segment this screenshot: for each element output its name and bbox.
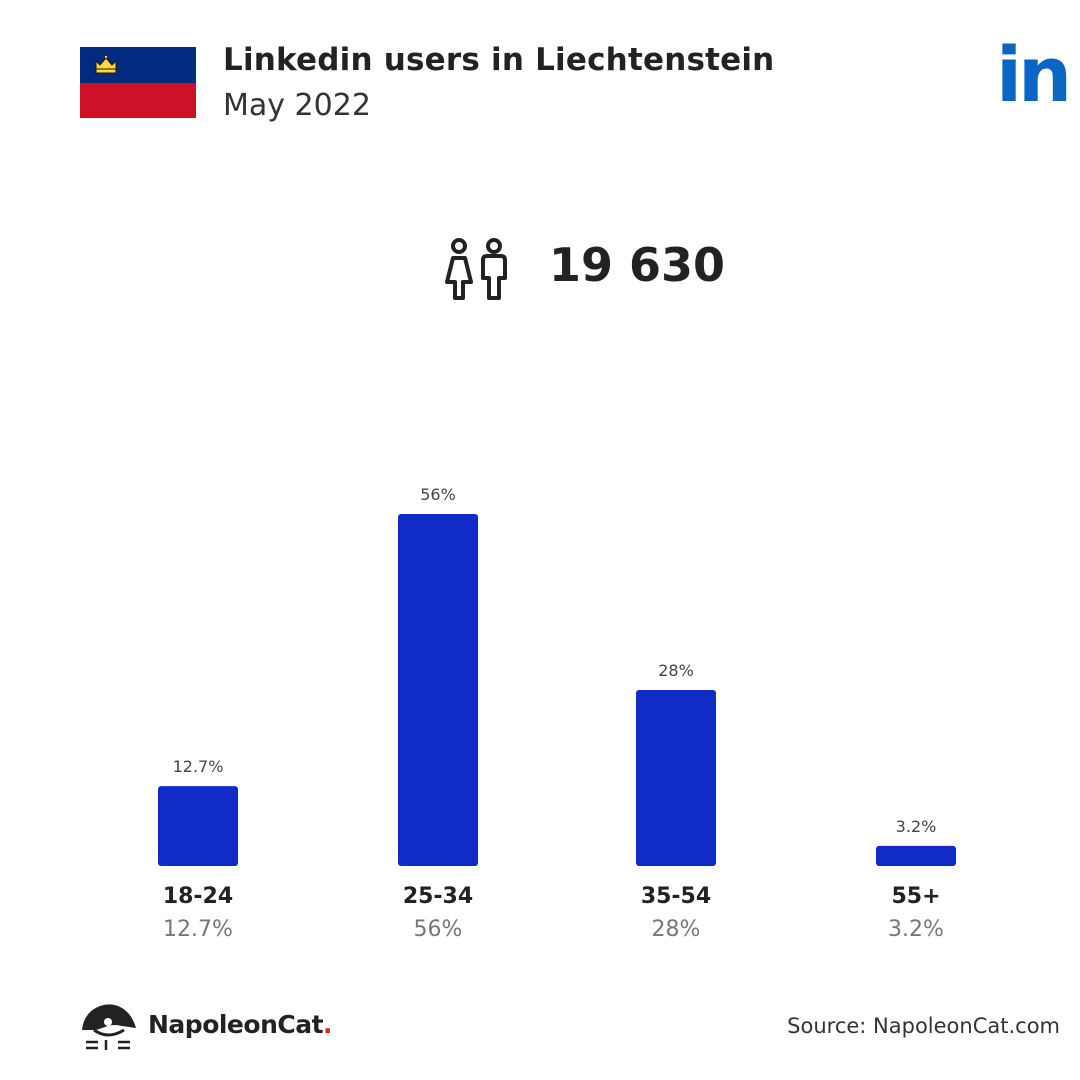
napoleoncat-logo-icon: [82, 1004, 136, 1050]
bar-data-label: 28%: [658, 661, 694, 680]
category-value: 56%: [413, 917, 463, 942]
napoleoncat-logo-text: NapoleonCat: [148, 1010, 324, 1039]
category-value: 12.7%: [163, 917, 233, 942]
bar-data-label: 56%: [420, 485, 456, 504]
napoleoncat-logo: NapoleonCat.: [78, 1000, 338, 1052]
category-label: 25-34: [402, 884, 474, 909]
bar-25-34: [398, 514, 478, 866]
category-value: 28%: [651, 917, 701, 942]
category-label: 55+: [891, 884, 941, 909]
bar-55+: [876, 845, 956, 866]
linkedin-logo-icon: in: [996, 30, 1072, 119]
category-value: 3.2%: [888, 917, 944, 942]
napoleoncat-logo-dot: .: [323, 1010, 333, 1039]
bar-data-label: 12.7%: [173, 757, 224, 776]
bar-data-label: 3.2%: [896, 817, 937, 836]
bar-35-54: [636, 690, 716, 866]
category-label: 35-54: [640, 884, 712, 909]
category-label: 18-24: [162, 884, 234, 909]
liechtenstein-flag-icon: [80, 47, 196, 118]
bar-18-24: [158, 786, 238, 866]
page-subtitle: May 2022: [223, 88, 371, 123]
page-title: Linkedin users in Liechtenstein: [223, 42, 775, 78]
total-users-value: 19 630: [549, 238, 726, 292]
source-text: Source: NapoleonCat.com: [787, 1014, 1060, 1038]
bar-chart: 12.7% 56% 28% 3.2%: [158, 485, 956, 866]
users-icon: [443, 236, 513, 306]
